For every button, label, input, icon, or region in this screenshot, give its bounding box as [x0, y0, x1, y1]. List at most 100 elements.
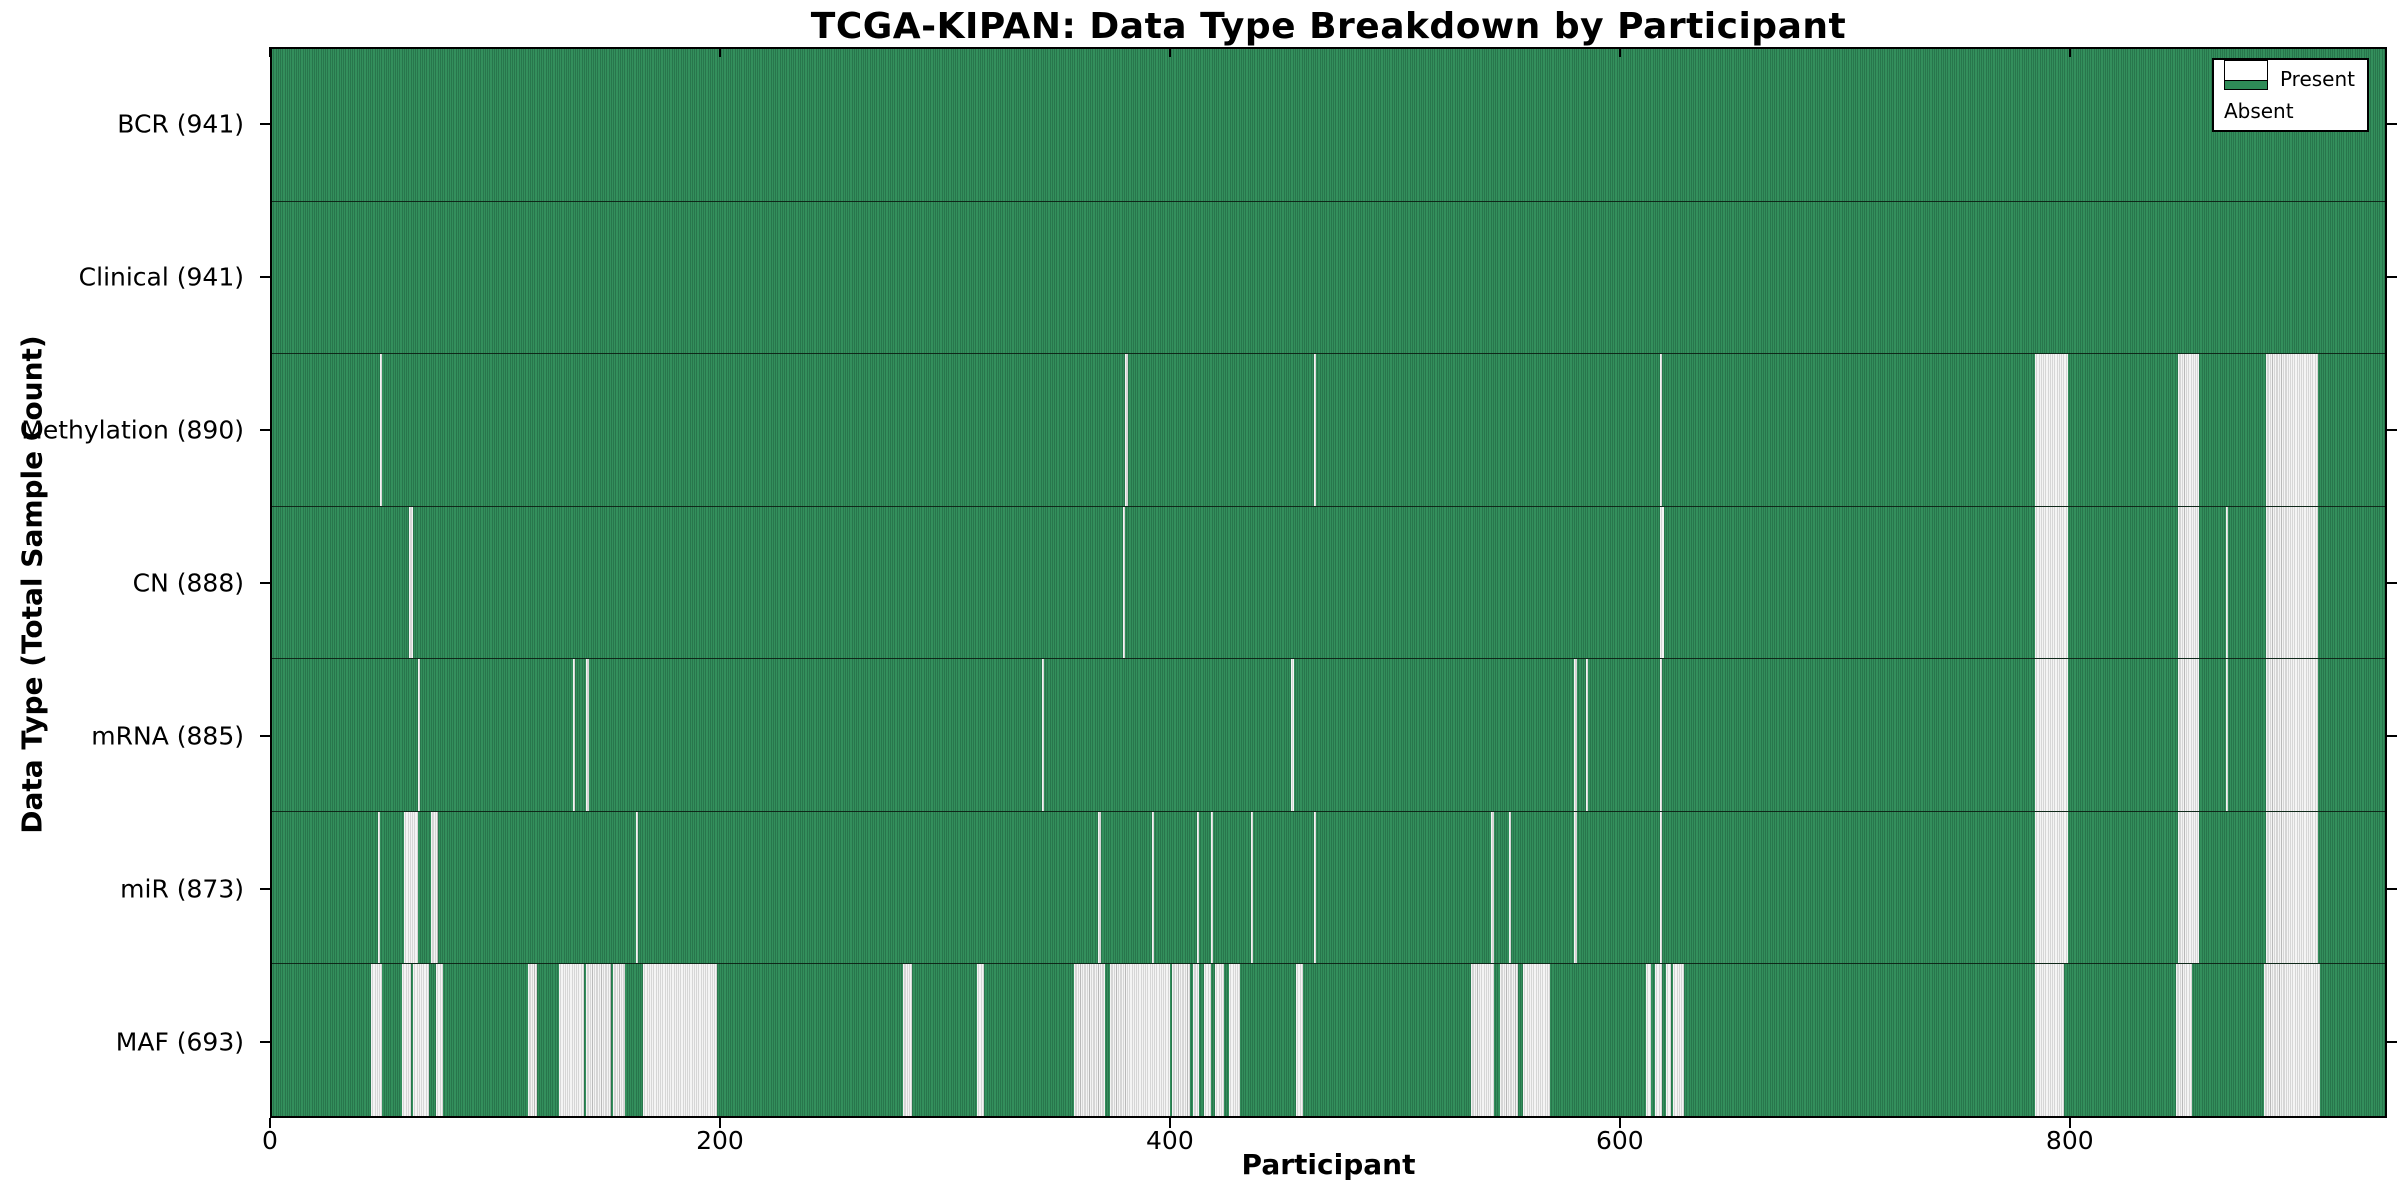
y-tick-mark: [2387, 428, 2397, 431]
absent-block: [2225, 506, 2228, 659]
absent-block: [635, 811, 638, 964]
absent-block: [902, 964, 912, 1117]
row-clinical: [272, 201, 2385, 355]
x-tick-label-400: 400: [1146, 1126, 1194, 1155]
absent-swatch-icon: [2223, 60, 2268, 81]
y-tick-mark: [2387, 122, 2397, 125]
row-maf: [272, 964, 2385, 1117]
absent-block: [1073, 964, 1106, 1117]
y-tick-label-bcr: BCR (941): [117, 109, 244, 138]
row-cn: [272, 506, 2385, 660]
absent-block: [2265, 811, 2318, 964]
absent-block: [1123, 506, 1126, 659]
absent-block: [1471, 964, 1494, 1117]
absent-block: [1172, 964, 1191, 1117]
x-tick-label-600: 600: [1595, 1126, 1644, 1155]
absent-block: [2034, 354, 2069, 506]
absent-block: [1042, 659, 1045, 811]
plot-area: Present Absent: [270, 47, 2387, 1118]
x-tick-mark-bottom: [269, 1118, 271, 1128]
absent-block: [2176, 964, 2192, 1117]
row-mir: [272, 811, 2385, 965]
x-tick-mark-top: [1618, 47, 1621, 57]
x-tick-mark-bottom: [2068, 1118, 2071, 1128]
y-tick-labels: BCR (941) Clinical (941) Methylation (890)…: [0, 47, 258, 1118]
absent-block: [2178, 811, 2199, 964]
y-tick-mark: [260, 887, 270, 890]
absent-block: [1522, 964, 1550, 1117]
x-tick-mark-top: [269, 47, 271, 57]
y-tick-mark: [2387, 734, 2397, 737]
y-tick-mark: [260, 581, 270, 584]
absent-block: [1098, 811, 1101, 964]
absent-block: [1210, 811, 1213, 964]
legend: Present Absent: [2211, 58, 2369, 132]
absent-block: [1659, 811, 1662, 964]
absent-block: [379, 354, 383, 506]
row-bcr: [272, 49, 2385, 202]
x-tick-mark-top: [2068, 47, 2071, 57]
chart-title: TCGA-KIPAN: Data Type Breakdown by Parti…: [810, 6, 1847, 47]
y-tick-mark: [260, 734, 270, 737]
x-tick-mark-bottom: [1618, 1118, 1621, 1128]
absent-block: [2225, 659, 2228, 811]
x-axis-label: Participant: [1241, 1148, 1416, 1181]
absent-block: [586, 964, 612, 1117]
absent-block: [1291, 659, 1294, 811]
y-tick-mark: [2387, 581, 2397, 584]
absent-block: [1251, 811, 1254, 964]
absent-block: [1509, 811, 1512, 964]
absent-block: [1659, 354, 1662, 506]
absent-block: [1109, 964, 1171, 1117]
absent-block: [377, 811, 380, 964]
absent-block: [2263, 964, 2320, 1117]
absent-block: [977, 964, 984, 1117]
absent-block: [1215, 964, 1225, 1117]
absent-block: [370, 964, 383, 1117]
absent-block: [2034, 506, 2069, 659]
absent-block: [1228, 964, 1240, 1117]
absent-block: [413, 964, 430, 1117]
absent-block: [431, 811, 439, 964]
absent-block: [1491, 811, 1494, 964]
absent-block: [2178, 659, 2199, 811]
absent-block: [2178, 506, 2199, 659]
row-mrna: [272, 659, 2385, 812]
absent-block: [2265, 659, 2318, 811]
absent-block: [2034, 964, 2064, 1117]
x-tick-mark-bottom: [718, 1118, 721, 1128]
y-tick-mark: [2387, 275, 2397, 278]
absent-block: [2178, 354, 2199, 506]
absent-block: [1197, 811, 1200, 964]
absent-block: [2034, 659, 2069, 811]
absent-block: [1659, 659, 1662, 811]
absent-block: [613, 964, 625, 1117]
y-tick-mark: [260, 275, 270, 278]
absent-block: [559, 964, 585, 1117]
x-tick-mark-bottom: [1168, 1118, 1171, 1128]
absent-block: [1125, 354, 1128, 506]
absent-block: [1203, 964, 1211, 1117]
absent-block: [402, 964, 412, 1117]
absent-block: [527, 964, 537, 1117]
absent-block: [408, 506, 414, 659]
absent-block: [1585, 659, 1588, 811]
absent-block: [435, 964, 443, 1117]
absent-block: [2034, 811, 2069, 964]
absent-block: [572, 659, 576, 811]
y-tick-mark: [260, 122, 270, 125]
x-tick-label-200: 200: [696, 1126, 744, 1155]
absent-block: [1655, 964, 1662, 1117]
x-tick-label-800: 800: [2045, 1126, 2094, 1155]
y-tick-mark: [260, 1040, 270, 1043]
absent-block: [1295, 964, 1303, 1117]
absent-block: [1659, 506, 1665, 659]
rows-container: [272, 49, 2385, 1117]
absent-block: [1673, 964, 1685, 1117]
x-tick-mark-top: [718, 47, 721, 57]
absent-block: [2265, 506, 2318, 659]
y-tick-label-clinical: Clinical (941): [78, 262, 244, 291]
absent-block: [2265, 354, 2318, 506]
y-tick-mark: [260, 428, 270, 431]
